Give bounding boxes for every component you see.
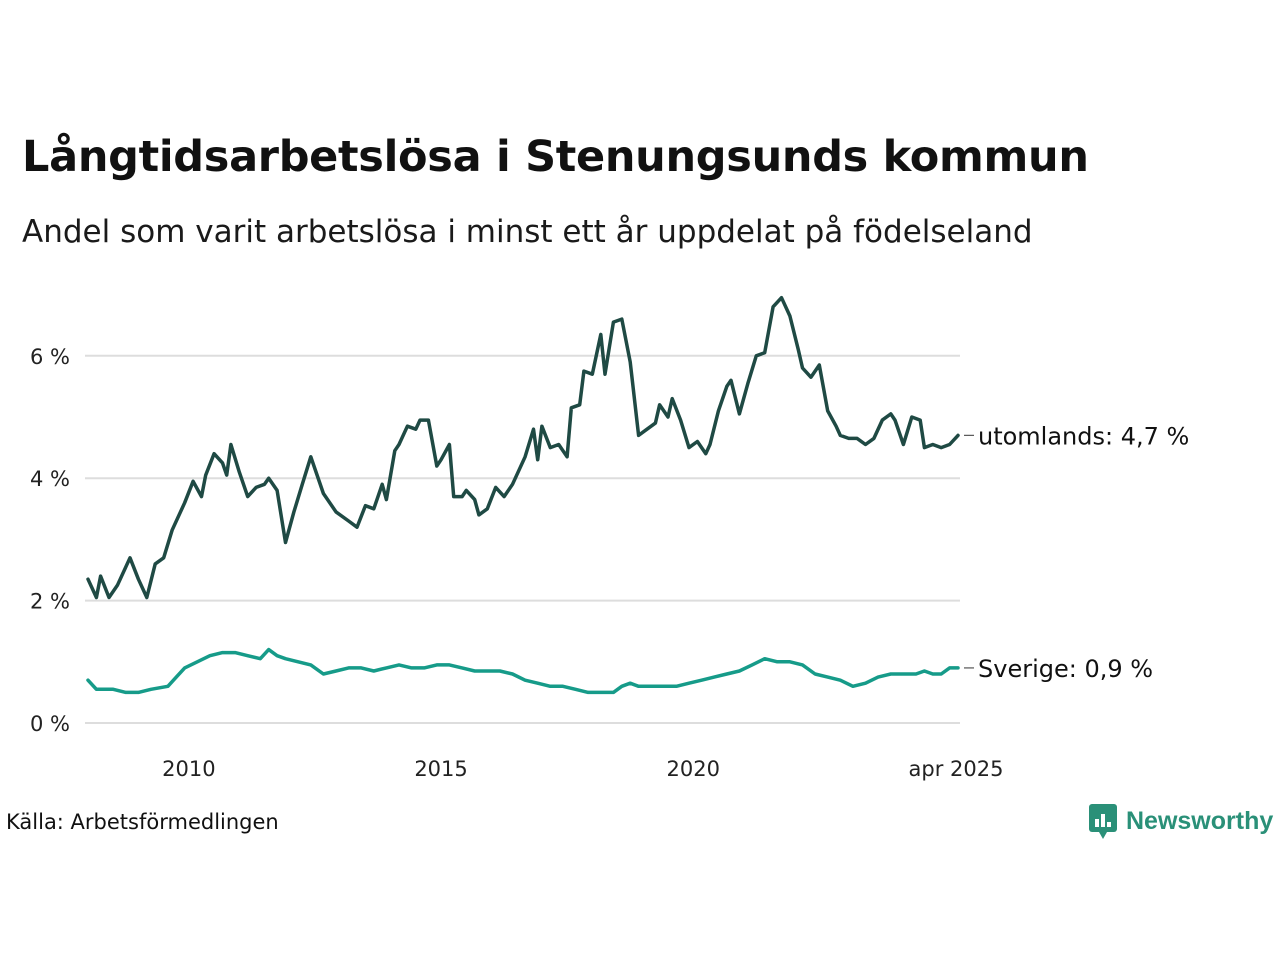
y-tick-label: 2 % xyxy=(30,590,70,614)
brand-name: Newsworthy xyxy=(1126,806,1274,835)
y-axis-ticks: 0 % 2 % 4 % 6 % xyxy=(30,345,70,736)
x-tick-label: 2015 xyxy=(414,757,467,781)
x-tick-label: 2010 xyxy=(162,757,215,781)
x-tick-label: apr 2025 xyxy=(909,757,1004,781)
series-line-utomlands xyxy=(86,295,960,600)
source-note: Källa: Arbetsförmedlingen xyxy=(6,810,279,834)
y-tick-label: 4 % xyxy=(30,467,70,491)
brand-logo: Newsworthy xyxy=(1088,803,1273,839)
end-label-utomlands: utomlands: 4,7 % xyxy=(978,422,1189,450)
end-label-sverige: Sverige: 0,9 % xyxy=(978,655,1153,683)
grid-lines xyxy=(85,354,960,724)
series-end-labels: utomlands: 4,7 % Sverige: 0,9 % xyxy=(964,422,1189,683)
chart-subtitle: Andel som varit arbetslösa i minst ett å… xyxy=(22,214,1033,250)
x-axis-ticks: 2010 2015 2020 apr 2025 xyxy=(162,757,1003,781)
series-line-sverige xyxy=(86,647,960,695)
chart-title: Långtidsarbetslösa i Stenungsunds kommun xyxy=(22,132,1089,182)
y-tick-label: 0 % xyxy=(30,712,70,736)
line-chart: 0 % 2 % 4 % 6 % 2010 2015 2020 apr 2025 utomla… xyxy=(30,295,1189,781)
y-tick-label: 6 % xyxy=(30,345,70,369)
series-lines xyxy=(86,295,960,695)
x-tick-label: 2020 xyxy=(666,757,719,781)
newsworthy-logo-icon xyxy=(1089,804,1117,839)
